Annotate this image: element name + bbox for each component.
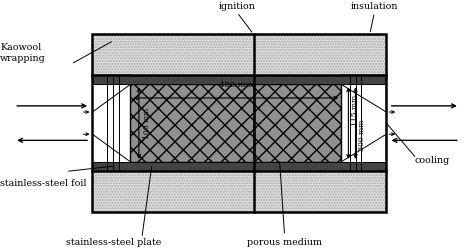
Text: insulation: insulation xyxy=(351,2,398,11)
Text: cooling: cooling xyxy=(415,156,450,164)
Bar xyxy=(92,75,386,85)
Bar xyxy=(92,84,130,162)
Text: stainless-steel plate: stainless-steel plate xyxy=(66,238,162,247)
Bar xyxy=(92,171,386,212)
Bar xyxy=(254,84,341,162)
Text: 300 mm: 300 mm xyxy=(358,120,366,151)
Polygon shape xyxy=(341,134,386,171)
Text: 480 mm: 480 mm xyxy=(219,81,253,89)
Polygon shape xyxy=(341,75,386,112)
Text: 100 mm: 100 mm xyxy=(143,108,151,139)
Bar xyxy=(92,34,386,75)
Bar xyxy=(341,84,386,162)
Text: porous medium: porous medium xyxy=(247,238,322,247)
Text: ignition: ignition xyxy=(219,2,255,11)
Text: stainless-steel foil: stainless-steel foil xyxy=(0,179,86,188)
Bar xyxy=(92,34,386,212)
Text: 115 mm: 115 mm xyxy=(351,95,359,126)
Bar xyxy=(92,162,386,171)
Polygon shape xyxy=(92,134,130,171)
Text: Kaowool
wrapping: Kaowool wrapping xyxy=(0,43,46,62)
Polygon shape xyxy=(92,75,130,112)
Bar xyxy=(130,84,254,162)
